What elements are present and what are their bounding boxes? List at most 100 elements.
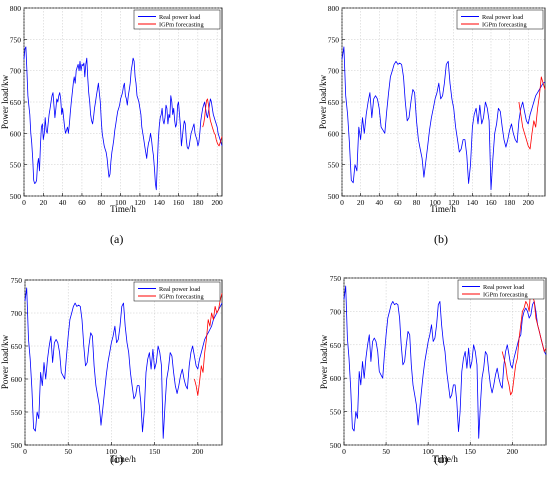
legend-label: Real power load: [159, 286, 201, 293]
y-tick-label: 750: [328, 35, 340, 44]
y-tick-label: 700: [328, 67, 340, 76]
x-tick-label: 100: [115, 198, 127, 207]
x-tick-label: 50: [382, 447, 390, 456]
x-axis-label: Time/h: [432, 454, 458, 464]
y-axis-label: Power load/kw: [319, 334, 329, 389]
y-tick-label: 500: [330, 441, 342, 450]
x-tick-label: 0: [23, 447, 27, 456]
y-ticks: 500 550 600 650 700 750: [330, 274, 347, 450]
caption-a: (a): [110, 232, 124, 246]
x-ticks: 0 50 100 150 200: [342, 442, 518, 456]
x-tick-label: 40: [59, 198, 67, 207]
series-real-load-line: [343, 285, 547, 439]
plot-area: [343, 277, 547, 446]
x-tick-label: 100: [423, 447, 435, 456]
y-ticks: 500 550 600 650 700 750 800: [328, 4, 345, 201]
x-tick-label: 60: [394, 198, 402, 207]
legend-label: IGPm forecasting: [482, 21, 527, 28]
x-ticks: 0 50 100 150 200: [23, 442, 204, 456]
y-tick-label: 500: [10, 192, 22, 201]
series-forecast-line: [518, 76, 546, 150]
x-tick-label: 40: [375, 198, 383, 207]
x-tick-label: 180: [504, 198, 516, 207]
chart-a: 500 550 600 650 700 750 800 0 20 40 60 80 100 120 140…: [0, 4, 223, 214]
y-tick-label: 700: [11, 309, 23, 318]
y-tick-label: 800: [328, 4, 340, 13]
y-tick-label: 700: [10, 67, 22, 76]
x-tick-label: 100: [106, 447, 118, 456]
series-forecast-line: [202, 98, 223, 147]
x-tick-label: 150: [149, 447, 161, 456]
series-lines: [343, 284, 547, 439]
y-tick-label: 650: [10, 98, 22, 107]
series-real-load-line: [24, 287, 223, 439]
x-tick-label: 200: [212, 198, 224, 207]
series-real-load-line: [23, 46, 223, 191]
x-tick-label: 0: [22, 198, 26, 207]
x-tick-label: 150: [465, 447, 477, 456]
y-tick-label: 600: [328, 129, 340, 138]
grid: [341, 7, 545, 197]
series-forecast-line: [501, 284, 547, 396]
x-tick-label: 20: [357, 198, 365, 207]
x-tick-label: 200: [192, 447, 204, 456]
chart-d: 500 550 600 650 700 750 0 50 100 150 200 Real pow…: [319, 274, 547, 464]
x-tick-label: 100: [429, 198, 441, 207]
grid: [23, 7, 222, 197]
y-ticks: 500 550 600 650 700 750 800: [10, 4, 27, 201]
x-tick-label: 120: [448, 198, 460, 207]
x-tick-label: 80: [98, 198, 106, 207]
caption-c: (c): [110, 452, 124, 466]
x-tick-label: 80: [413, 198, 421, 207]
caption-d: (d): [434, 452, 448, 466]
y-tick-label: 750: [330, 274, 342, 283]
y-tick-label: 600: [10, 129, 22, 138]
x-axis-label: Time/h: [110, 204, 136, 214]
x-tick-label: 0: [340, 198, 344, 207]
y-tick-label: 500: [328, 192, 340, 201]
legend-label: IGPm forecasting: [159, 21, 204, 28]
x-tick-label: 160: [173, 198, 185, 207]
x-tick-label: 50: [64, 447, 72, 456]
x-tick-label: 200: [523, 198, 535, 207]
x-tick-label: 0: [342, 447, 346, 456]
x-tick-label: 20: [40, 198, 48, 207]
y-axis-label: Power load/kw: [318, 74, 328, 129]
legend-label: IGPm forecasting: [483, 291, 528, 298]
chart-b: 500 550 600 650 700 750 800 0 20 40 60 80 100 120 140…: [318, 4, 546, 214]
y-tick-label: 550: [330, 408, 342, 417]
y-tick-label: 800: [10, 4, 22, 13]
series-lines: [23, 46, 223, 191]
x-tick-label: 140: [154, 198, 166, 207]
x-tick-label: 60: [78, 198, 86, 207]
y-tick-label: 550: [11, 408, 23, 417]
x-tick-label: 160: [485, 198, 497, 207]
caption-b: (b): [434, 232, 448, 246]
y-tick-label: 550: [10, 161, 22, 170]
y-axis-label: Power load/kw: [0, 74, 10, 129]
x-ticks: 0 20 40 60 80 100 120 140 160 180 200: [22, 193, 223, 207]
y-tick-label: 550: [328, 161, 340, 170]
x-tick-label: 120: [134, 198, 146, 207]
y-tick-label: 500: [11, 441, 23, 450]
series-real-load-line: [341, 46, 546, 191]
legend-label: Real power load: [483, 284, 525, 291]
y-tick-label: 600: [330, 374, 342, 383]
y-tick-label: 750: [11, 276, 23, 285]
y-ticks: 500 550 600 650 700 750: [11, 276, 28, 450]
x-ticks: 0 20 40 60 80 100 120 140 160 180 200: [340, 193, 534, 207]
y-axis-label: Power load/kw: [0, 334, 10, 389]
y-tick-label: 750: [10, 35, 22, 44]
y-tick-label: 650: [328, 98, 340, 107]
legend-label: Real power load: [159, 14, 201, 21]
series-lines: [24, 287, 223, 439]
x-tick-label: 200: [507, 447, 519, 456]
x-axis-label: Time/h: [430, 204, 456, 214]
y-tick-label: 650: [330, 341, 342, 350]
y-tick-label: 650: [11, 342, 23, 351]
x-tick-label: 180: [192, 198, 204, 207]
